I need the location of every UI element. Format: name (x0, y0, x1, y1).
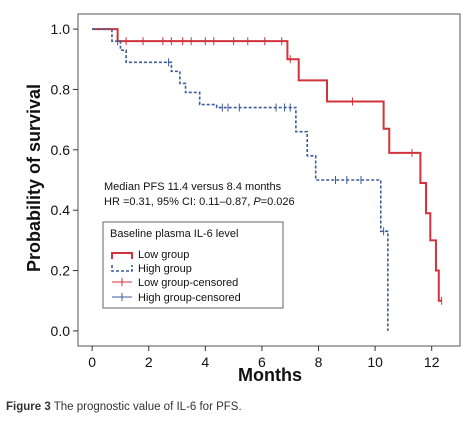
y-axis-title: Probability of survival (24, 84, 44, 272)
hr-annotation-prefix: HR =0.31, 95% CI: 0.11–0.87, (104, 196, 253, 208)
legend-low-group-label: Low group (138, 249, 189, 261)
y-tick-label: 0.8 (51, 81, 71, 97)
x-tick-label: 2 (145, 354, 153, 370)
figure-caption-text: The prognostic value of IL-6 for PFS. (53, 401, 242, 413)
y-tick-label: 0.2 (51, 263, 71, 279)
y-tick-label: 0.6 (51, 142, 71, 158)
x-tick-label: 12 (424, 354, 440, 370)
hr-annotation: HR =0.31, 95% CI: 0.11–0.87, P=0.026 (104, 196, 295, 208)
x-tick-label: 10 (367, 354, 383, 370)
low-group-survival-line (92, 28, 442, 302)
median-pfs-annotation: Median PFS 11.4 versus 8.4 months (104, 181, 282, 193)
x-axis-title: Months (238, 365, 302, 385)
legend: Baseline plasma IL-6 level Low group Hig… (102, 221, 284, 309)
y-tick-label: 1.0 (51, 21, 71, 37)
figure-caption-label: Figure 3 (6, 401, 51, 413)
x-tick-label: 8 (315, 354, 323, 370)
hr-annotation-p: P (253, 196, 261, 208)
legend-low-group-swatch (111, 252, 133, 259)
x-tick-label: 6 (258, 354, 266, 370)
figure-caption: Figure 3 The prognostic value of IL-6 fo… (6, 401, 242, 413)
legend-box (102, 221, 284, 309)
legend-high-group-label: High group (138, 263, 192, 275)
legend-title: Baseline plasma IL-6 level (110, 228, 238, 240)
legend-low-censored-label: Low group-censored (138, 277, 238, 289)
axis-ticks: 0 2 4 6 8 10 12 0.0 0.2 0.4 0.6 0.8 1.0 (51, 21, 440, 370)
high-group-survival-line (92, 28, 389, 331)
y-tick-label: 0.0 (51, 323, 71, 339)
legend-high-group-swatch (111, 265, 133, 272)
x-tick-label: 0 (88, 354, 96, 370)
legend-high-censored-label: High group-censored (138, 292, 241, 304)
x-tick-label: 4 (201, 354, 209, 370)
hr-annotation-suffix: =0.026 (261, 196, 295, 208)
y-tick-label: 0.4 (51, 202, 71, 218)
series-layer (92, 28, 443, 331)
